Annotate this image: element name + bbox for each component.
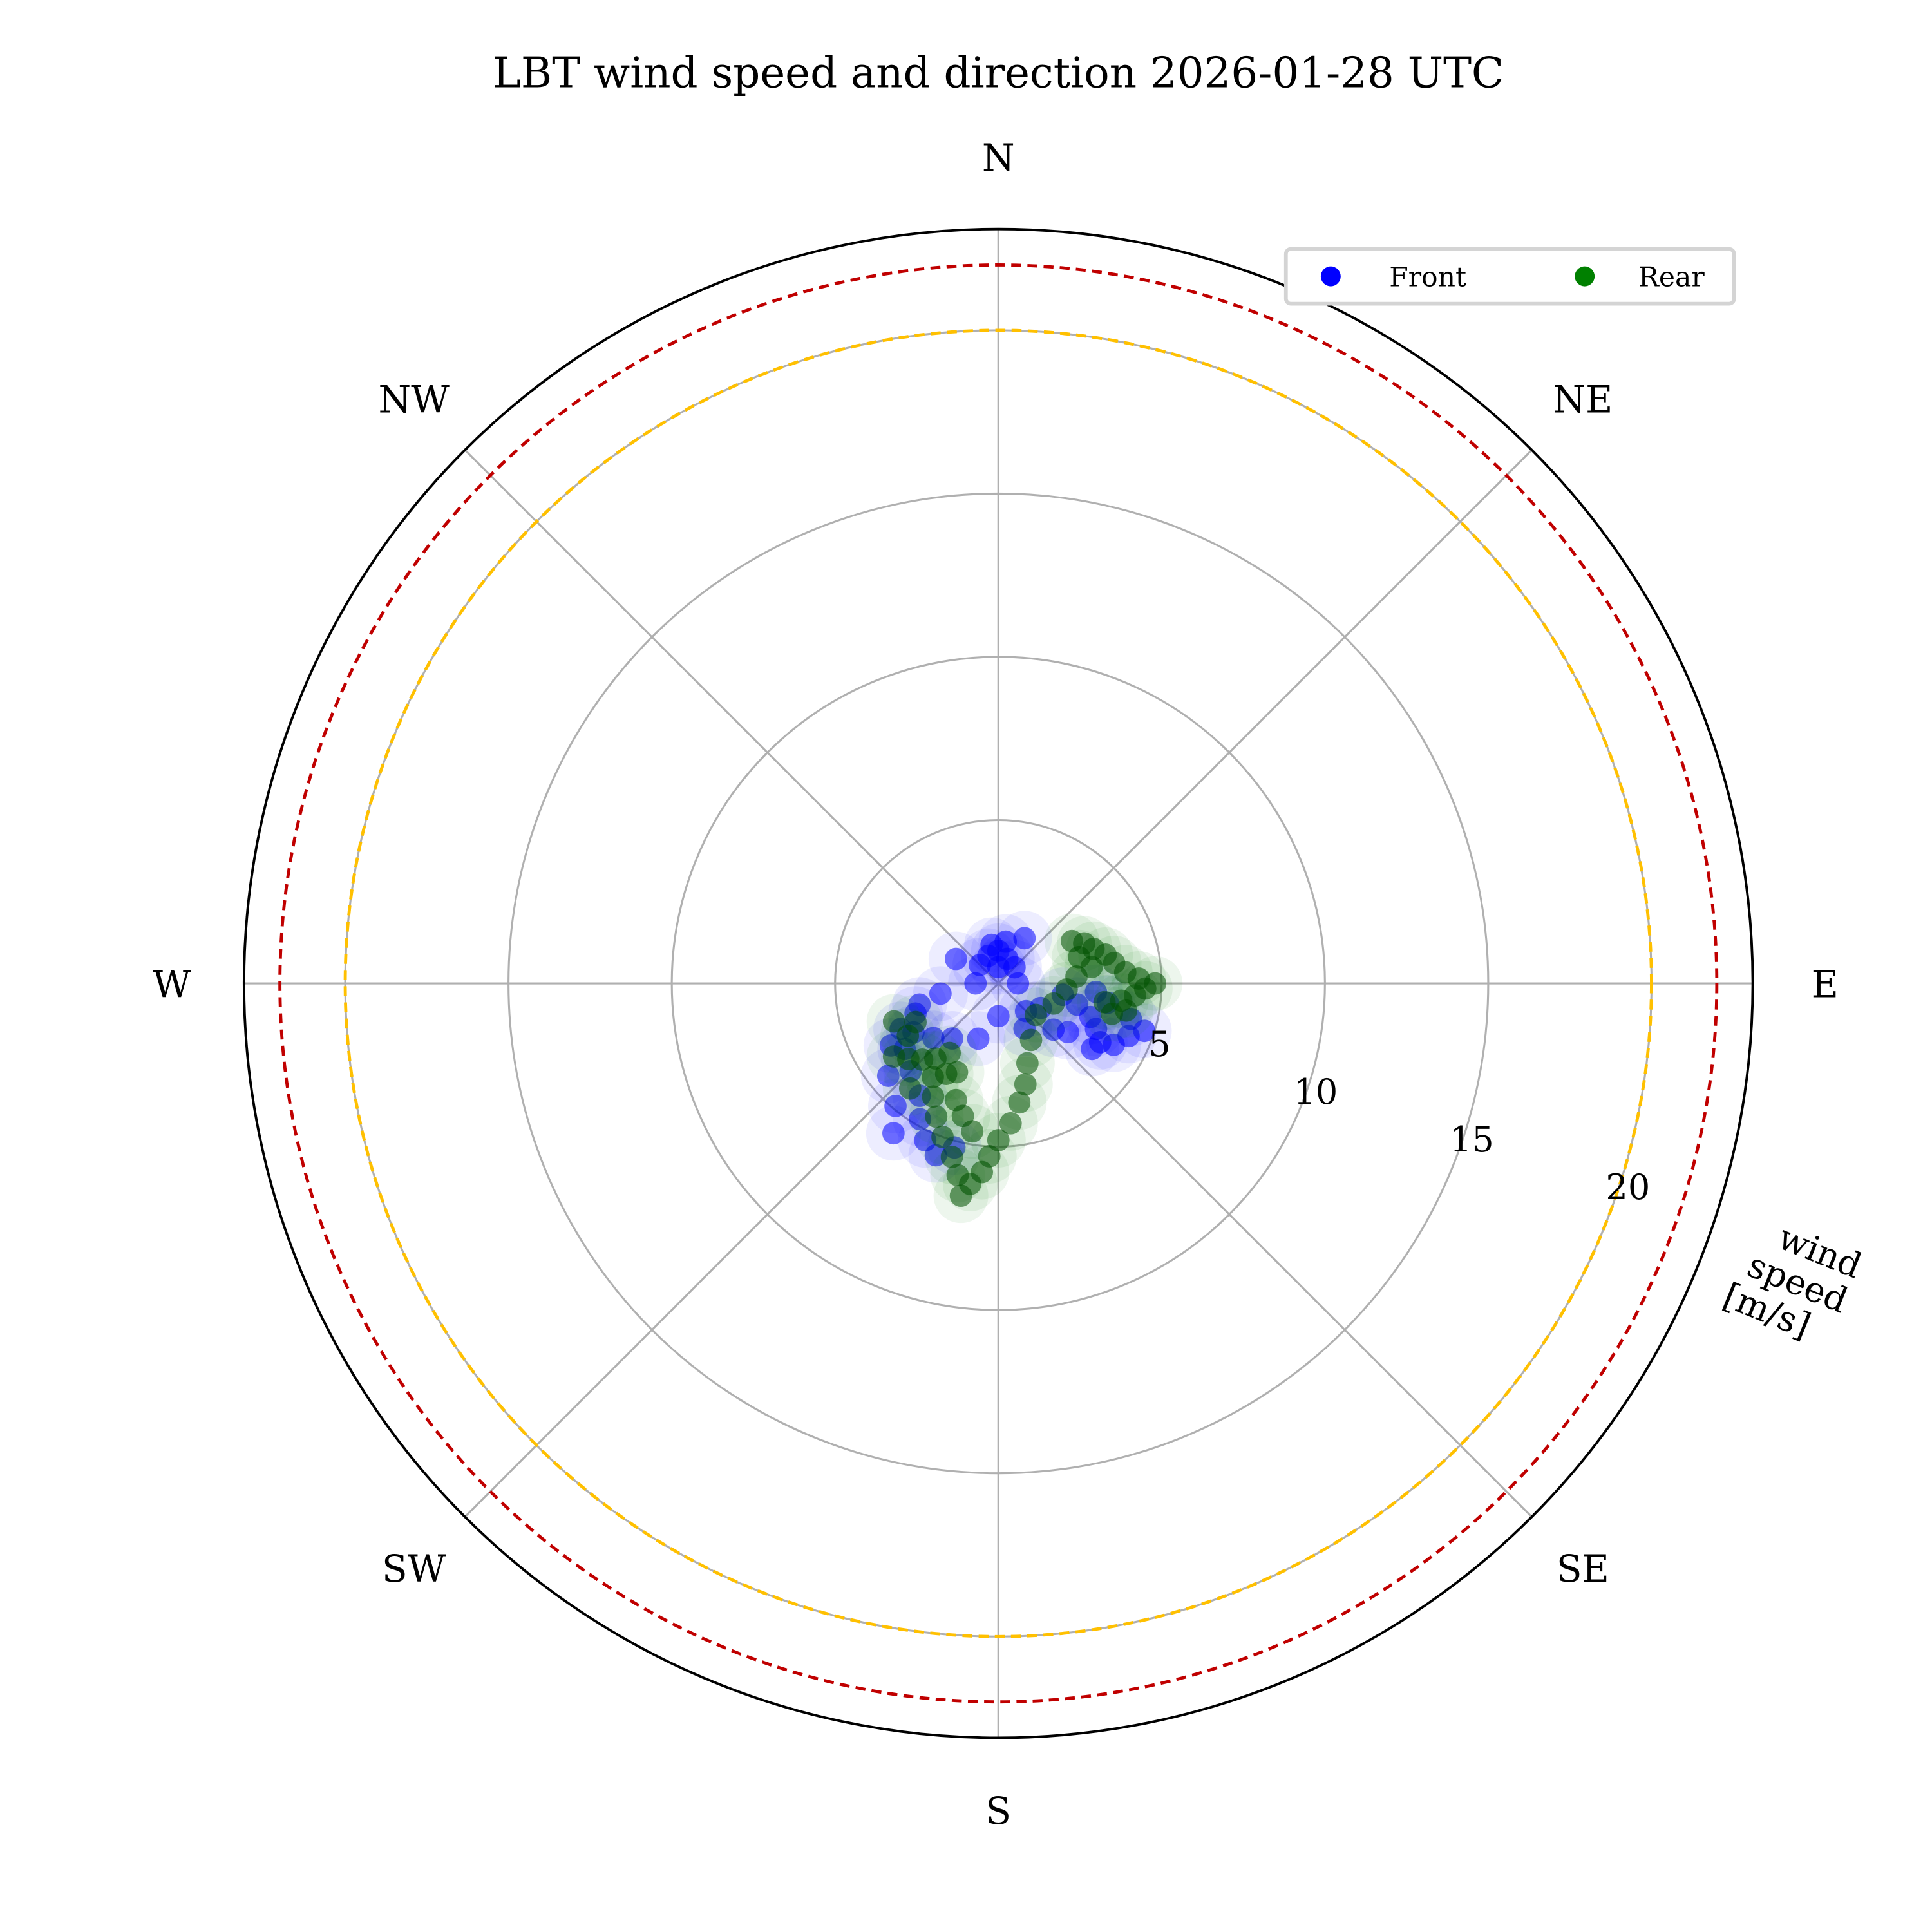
scatter-point-front bbox=[967, 1027, 990, 1050]
scatter-point-front bbox=[1007, 972, 1030, 995]
scatter-point-rear bbox=[961, 1120, 984, 1143]
legend-box bbox=[1283, 247, 1736, 306]
scatter-point-rear bbox=[925, 1105, 948, 1128]
scatter-point-rear bbox=[1016, 1052, 1039, 1075]
scatter-point-rear bbox=[931, 1125, 954, 1148]
legend-label-rear: Rear bbox=[1638, 262, 1705, 294]
scatter-point-front bbox=[876, 1065, 900, 1087]
reference-circle bbox=[278, 263, 1719, 1704]
direction-label: NW bbox=[379, 378, 450, 422]
scatter-point-rear bbox=[999, 1112, 1022, 1135]
scatter-point-rear bbox=[1042, 992, 1065, 1015]
scatter-point-front bbox=[969, 953, 991, 976]
scatter-point-rear bbox=[1014, 1073, 1037, 1096]
legend: Front Rear bbox=[1283, 247, 1736, 306]
legend-label-front: Front bbox=[1389, 262, 1466, 294]
scatter-points bbox=[860, 911, 1183, 1224]
scatter-point-rear bbox=[882, 1010, 905, 1033]
scatter-point-rear bbox=[1101, 1002, 1123, 1025]
direction-label: S bbox=[985, 1789, 1011, 1833]
grid-spoke bbox=[998, 449, 1533, 985]
direction-labels: N NE E SE S SW W NW bbox=[153, 136, 1839, 1833]
scatter-point-rear bbox=[1019, 1028, 1043, 1052]
scatter-point-rear bbox=[1025, 1003, 1047, 1027]
scatter-point-front bbox=[884, 1095, 907, 1117]
direction-label: SE bbox=[1557, 1547, 1609, 1591]
scatter-point-front bbox=[908, 993, 931, 1016]
radial-axis-label: wind speed [m/s] bbox=[1718, 1217, 1867, 1346]
scatter-point-front bbox=[1013, 927, 1036, 950]
direction-label: N bbox=[982, 136, 1015, 180]
direction-label: E bbox=[1812, 962, 1839, 1006]
scatter-point-rear bbox=[922, 1085, 945, 1108]
grid-spoke bbox=[998, 982, 1533, 1518]
scatter-point-rear bbox=[904, 1010, 927, 1034]
reference-circles bbox=[278, 263, 1719, 1704]
legend-marker-front bbox=[1320, 266, 1341, 287]
scatter-point-rear bbox=[898, 1077, 922, 1100]
scatter-point-front bbox=[882, 1122, 905, 1145]
radial-tick-label: 15 bbox=[1450, 1119, 1494, 1160]
scatter-point-rear bbox=[1008, 1091, 1031, 1114]
chart-title: LBT wind speed and direction 2026-01-28 … bbox=[493, 48, 1504, 97]
radial-tick-labels: 5 10 15 20 bbox=[1148, 1024, 1650, 1208]
scatter-point-rear bbox=[938, 1041, 961, 1065]
scatter-point-front bbox=[964, 972, 987, 995]
scatter-point-front bbox=[1081, 1037, 1104, 1061]
scatter-point-rear bbox=[945, 1061, 969, 1084]
scatter-point-front bbox=[944, 947, 967, 971]
radial-tick-label: 10 bbox=[1293, 1072, 1338, 1112]
scatter-point-front bbox=[922, 1027, 945, 1050]
scatter-point-rear bbox=[949, 1184, 972, 1208]
scatter-point-front bbox=[987, 1005, 1010, 1028]
outer-boundary bbox=[242, 227, 1754, 1739]
radial-tick-label: 20 bbox=[1605, 1167, 1650, 1208]
legend-marker-rear bbox=[1575, 266, 1595, 287]
scatter-point-rear bbox=[946, 1164, 969, 1187]
direction-label: SW bbox=[382, 1547, 446, 1591]
scatter-point-rear bbox=[1055, 978, 1078, 1001]
radial-tick-label: 5 bbox=[1148, 1024, 1170, 1065]
scatter-point-rear bbox=[882, 1045, 905, 1068]
grid-spoke bbox=[464, 449, 999, 985]
direction-label: W bbox=[153, 962, 191, 1006]
direction-label: NE bbox=[1553, 378, 1613, 422]
scatter-point-front bbox=[929, 982, 952, 1005]
scatter-point-rear bbox=[940, 1146, 963, 1168]
reference-circle bbox=[343, 328, 1653, 1638]
scatter-point-front bbox=[1042, 1018, 1065, 1041]
